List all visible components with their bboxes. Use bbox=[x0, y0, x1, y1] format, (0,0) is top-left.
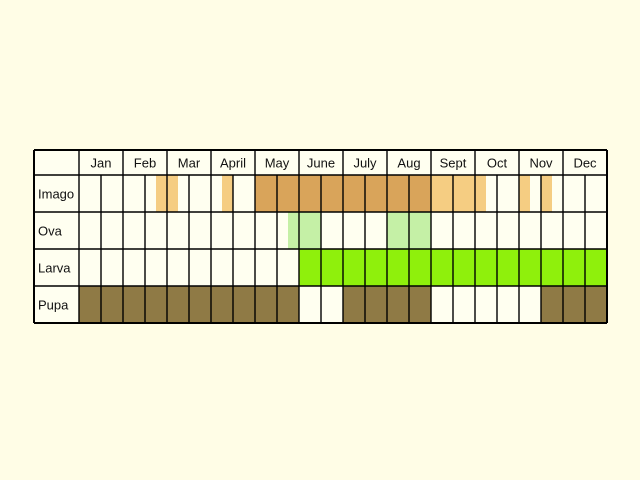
cell-imago-5 bbox=[541, 175, 552, 212]
row-label-pupa: Pupa bbox=[38, 298, 69, 313]
month-label-sept: Sept bbox=[440, 156, 467, 171]
month-label-jan: Jan bbox=[91, 156, 112, 171]
row-label-imago: Imago bbox=[38, 187, 74, 202]
table-grid bbox=[33, 149, 608, 324]
cell-pupa-2 bbox=[541, 286, 607, 323]
month-label-mar: Mar bbox=[178, 156, 201, 171]
cell-imago-4 bbox=[519, 175, 530, 212]
cell-ova-0 bbox=[288, 212, 321, 249]
month-label-dec: Dec bbox=[573, 156, 597, 171]
month-label-june: June bbox=[307, 156, 335, 171]
month-label-oct: Oct bbox=[487, 156, 508, 171]
row-label-ova: Ova bbox=[38, 224, 63, 239]
row-label-larva: Larva bbox=[38, 261, 71, 276]
month-label-may: May bbox=[265, 156, 290, 171]
cell-imago-3 bbox=[431, 175, 486, 212]
cell-imago-1 bbox=[222, 175, 233, 212]
table-labels: Jan Feb Mar April May June July Aug Sept Oct Nov De… bbox=[38, 156, 597, 313]
month-label-aug: Aug bbox=[397, 156, 420, 171]
month-label-nov: Nov bbox=[529, 156, 553, 171]
month-label-july: July bbox=[353, 156, 377, 171]
month-label-feb: Feb bbox=[134, 156, 156, 171]
month-label-april: April bbox=[220, 156, 246, 171]
